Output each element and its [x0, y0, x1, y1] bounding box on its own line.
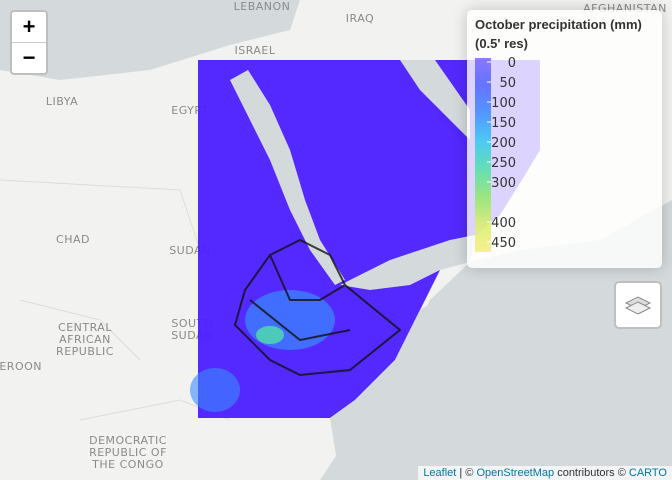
place-label: DEMOCRATIC: [89, 434, 167, 447]
place-label: REPUBLIC: [56, 345, 114, 358]
tick-label: 450: [491, 236, 516, 251]
link[interactable]: CARTO: [628, 467, 667, 479]
place-label: ISRAEL: [234, 44, 275, 57]
place-label: CENTRAL: [58, 321, 112, 334]
tick-label: 100: [491, 96, 516, 111]
tick-label: 0: [508, 56, 516, 71]
place-label: REPUBLIC OF: [89, 446, 167, 459]
gulf-of-aden: [340, 235, 475, 290]
border: [0, 179, 201, 251]
admin-boundaries: [233, 238, 402, 377]
layers-control[interactable]: [614, 281, 662, 329]
place-label: CHAD: [56, 233, 90, 246]
zoom-in[interactable]: +: [22, 14, 36, 39]
colorbar: 0 50 100 150 200 250 300 400 450: [475, 56, 516, 252]
legend-subtitle: (0.5' res): [475, 36, 528, 51]
raster-patch: [256, 326, 284, 344]
zoom-control: + −: [10, 10, 48, 75]
tick-label: 50: [499, 76, 516, 91]
colorbar-fill: [475, 58, 491, 252]
attribution-text: contributors ©: [554, 467, 629, 479]
attribution: Leaflet | © OpenStreetMap contributors ©…: [418, 466, 672, 480]
place-label: AFRICAN: [59, 333, 111, 346]
raster-patch: [190, 368, 240, 412]
zoom-out[interactable]: −: [12, 42, 46, 73]
legend: October precipitation (mm) (0.5' res) 0 5…: [467, 10, 662, 268]
layers-icon: [624, 296, 652, 315]
border: [19, 299, 141, 361]
mediterranean: [0, 0, 300, 80]
link[interactable]: Leaflet: [423, 467, 457, 479]
link[interactable]: OpenStreetMap: [476, 467, 555, 479]
tick-label: 250: [491, 156, 516, 171]
gulf: [400, 60, 470, 140]
tick-label: 150: [491, 116, 516, 131]
place-label: THE CONGO: [91, 458, 164, 471]
attribution-text: | ©: [456, 467, 477, 479]
place-label: LIBYA: [46, 95, 78, 108]
tick-label: 400: [491, 216, 516, 231]
place-label: IRAQ: [346, 12, 374, 25]
place-label: LEBANON: [234, 0, 291, 13]
tick-label: 200: [491, 136, 516, 151]
tick-label: 300: [491, 176, 516, 191]
legend-title: October precipitation (mm): [475, 17, 642, 32]
red-sea: [230, 70, 345, 285]
place-label: CAMEROON: [0, 360, 42, 373]
ocean: [330, 250, 672, 480]
